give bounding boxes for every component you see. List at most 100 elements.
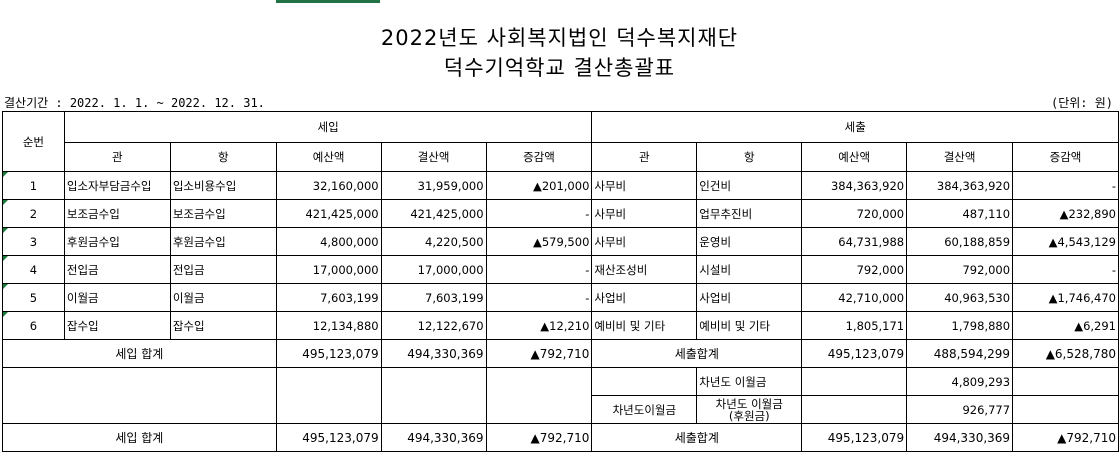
expense-gwan[interactable]: 사업비 xyxy=(591,283,698,312)
income-budget[interactable]: 7,603,199 xyxy=(275,283,382,312)
expense-hang[interactable]: 운영비 xyxy=(696,227,803,256)
col-header-ex-budget[interactable]: 예산액 xyxy=(801,142,908,172)
income-gwan[interactable]: 잡수입 xyxy=(63,311,171,340)
row-number[interactable]: 4 xyxy=(2,255,65,284)
col-header-ex-diff[interactable]: 증감액 xyxy=(1012,142,1119,172)
expense-budget[interactable]: 384,363,920 xyxy=(801,171,908,200)
expense-subtotal-settled[interactable]: 488,594,299 xyxy=(906,339,1014,368)
expense-total-diff[interactable]: ▲792,710 xyxy=(1012,423,1119,452)
income-gwan[interactable]: 전입금 xyxy=(63,255,171,284)
row-number[interactable]: 1 xyxy=(2,171,65,200)
expense-total-settled[interactable]: 494,330,369 xyxy=(906,423,1014,452)
income-total-settled[interactable]: 494,330,369 xyxy=(380,423,487,452)
empty-cell[interactable] xyxy=(591,367,698,396)
expense-diff[interactable]: ▲1,746,470 xyxy=(1012,283,1119,312)
income-gwan[interactable]: 후원금수입 xyxy=(63,227,171,256)
col-header-income[interactable]: 세입 xyxy=(63,111,593,143)
expense-subtotal-label[interactable]: 세출합계 xyxy=(591,339,803,368)
income-hang[interactable]: 후원금수입 xyxy=(169,227,277,256)
row-number[interactable]: 6 xyxy=(2,311,65,340)
col-header-ex-settled[interactable]: 결산액 xyxy=(906,142,1014,172)
empty-cell[interactable] xyxy=(1012,395,1119,424)
income-diff[interactable]: ▲579,500 xyxy=(485,227,593,256)
carryover-donation-settled[interactable]: 926,777 xyxy=(906,395,1014,424)
col-header-ex-gwan[interactable]: 관 xyxy=(591,142,698,172)
empty-cell[interactable] xyxy=(275,367,382,424)
expense-budget[interactable]: 64,731,988 xyxy=(801,227,908,256)
expense-budget[interactable]: 1,805,171 xyxy=(801,311,908,340)
income-settled[interactable]: 31,959,000 xyxy=(380,171,487,200)
income-budget[interactable]: 12,134,880 xyxy=(275,311,382,340)
expense-total-label[interactable]: 세출합계 xyxy=(591,423,803,452)
income-diff[interactable]: ▲12,210 xyxy=(485,311,593,340)
col-header-in-gwan[interactable]: 관 xyxy=(63,142,171,172)
expense-diff[interactable]: ▲232,890 xyxy=(1012,199,1119,228)
income-subtotal-settled[interactable]: 494,330,369 xyxy=(380,339,487,368)
income-subtotal-budget[interactable]: 495,123,079 xyxy=(275,339,382,368)
income-diff[interactable]: ▲201,000 xyxy=(485,171,593,200)
income-hang[interactable]: 전입금 xyxy=(169,255,277,284)
income-total-label[interactable]: 세입 합계 xyxy=(2,423,277,452)
expense-hang[interactable]: 사업비 xyxy=(696,283,803,312)
col-header-no[interactable]: 순번 xyxy=(2,111,65,172)
row-number[interactable]: 2 xyxy=(2,199,65,228)
income-settled[interactable]: 421,425,000 xyxy=(380,199,487,228)
income-budget[interactable]: 32,160,000 xyxy=(275,171,382,200)
expense-settled[interactable]: 60,188,859 xyxy=(906,227,1014,256)
expense-diff[interactable]: ▲6,291 xyxy=(1012,311,1119,340)
col-header-expense[interactable]: 세출 xyxy=(591,111,1119,143)
expense-hang[interactable]: 시설비 xyxy=(696,255,803,284)
empty-cell[interactable] xyxy=(380,367,487,424)
row-number[interactable]: 3 xyxy=(2,227,65,256)
income-subtotal-diff[interactable]: ▲792,710 xyxy=(485,339,593,368)
col-header-ex-hang[interactable]: 항 xyxy=(696,142,803,172)
income-gwan[interactable]: 보조금수입 xyxy=(63,199,171,228)
expense-settled[interactable]: 40,963,530 xyxy=(906,283,1014,312)
empty-cell[interactable] xyxy=(2,367,277,424)
expense-gwan[interactable]: 사무비 xyxy=(591,171,698,200)
income-settled[interactable]: 17,000,000 xyxy=(380,255,487,284)
income-diff[interactable]: - xyxy=(485,255,593,284)
income-budget[interactable]: 421,425,000 xyxy=(275,199,382,228)
col-header-in-hang[interactable]: 항 xyxy=(169,142,277,172)
expense-settled[interactable]: 1,798,880 xyxy=(906,311,1014,340)
income-total-budget[interactable]: 495,123,079 xyxy=(275,423,382,452)
income-total-diff[interactable]: ▲792,710 xyxy=(485,423,593,452)
income-settled[interactable]: 12,122,670 xyxy=(380,311,487,340)
expense-budget[interactable]: 720,000 xyxy=(801,199,908,228)
expense-total-budget[interactable]: 495,123,079 xyxy=(801,423,908,452)
carryover-hang[interactable]: 차년도 이월금 xyxy=(696,367,803,396)
col-header-in-settled[interactable]: 결산액 xyxy=(380,142,487,172)
income-budget[interactable]: 17,000,000 xyxy=(275,255,382,284)
expense-gwan[interactable]: 사무비 xyxy=(591,199,698,228)
expense-subtotal-budget[interactable]: 495,123,079 xyxy=(801,339,908,368)
empty-cell[interactable] xyxy=(801,367,908,396)
empty-cell[interactable] xyxy=(1012,367,1119,396)
expense-budget[interactable]: 792,000 xyxy=(801,255,908,284)
expense-budget[interactable]: 42,710,000 xyxy=(801,283,908,312)
income-hang[interactable]: 이월금 xyxy=(169,283,277,312)
income-hang[interactable]: 보조금수입 xyxy=(169,199,277,228)
col-header-in-diff[interactable]: 증감액 xyxy=(485,142,593,172)
expense-gwan[interactable]: 사무비 xyxy=(591,227,698,256)
expense-settled[interactable]: 487,110 xyxy=(906,199,1014,228)
carryover-donation-hang[interactable]: 차년도 이월금 (후원금) xyxy=(696,395,803,424)
expense-diff[interactable]: - xyxy=(1012,255,1119,284)
expense-hang[interactable]: 예비비 및 기타 xyxy=(696,311,803,340)
income-subtotal-label[interactable]: 세입 합계 xyxy=(2,339,277,368)
expense-diff[interactable]: - xyxy=(1012,171,1119,200)
income-diff[interactable]: - xyxy=(485,199,593,228)
expense-hang[interactable]: 업무추진비 xyxy=(696,199,803,228)
income-diff[interactable]: - xyxy=(485,283,593,312)
income-budget[interactable]: 4,800,000 xyxy=(275,227,382,256)
col-header-in-budget[interactable]: 예산액 xyxy=(275,142,382,172)
selected-column-indicator[interactable] xyxy=(276,0,380,3)
income-settled[interactable]: 4,220,500 xyxy=(380,227,487,256)
expense-gwan[interactable]: 재산조성비 xyxy=(591,255,698,284)
carryover-gwan[interactable]: 차년도이월금 xyxy=(591,395,698,424)
income-gwan[interactable]: 입소자부담금수입 xyxy=(63,171,171,200)
expense-subtotal-diff[interactable]: ▲6,528,780 xyxy=(1012,339,1119,368)
income-hang[interactable]: 잡수입 xyxy=(169,311,277,340)
income-gwan[interactable]: 이월금 xyxy=(63,283,171,312)
carryover-settled[interactable]: 4,809,293 xyxy=(906,367,1014,396)
